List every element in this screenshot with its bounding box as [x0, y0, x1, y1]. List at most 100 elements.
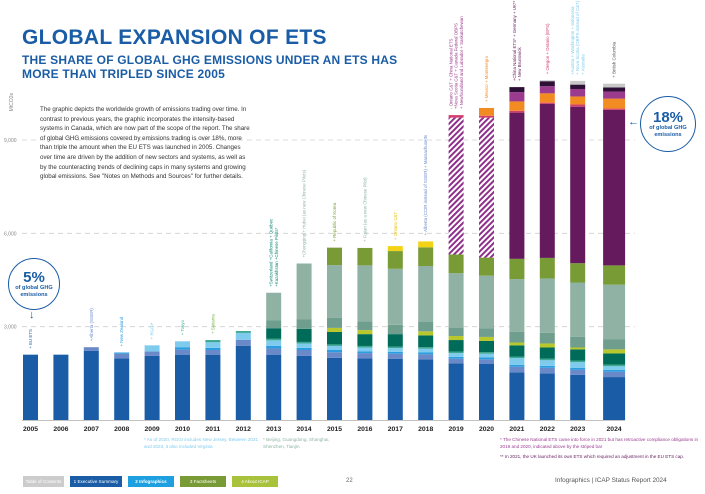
- bar-segment: [357, 347, 373, 352]
- bar-segment: [83, 347, 99, 351]
- bar-segment: [603, 366, 626, 370]
- annotation-label: +Nova Scotia C&T + Canada Federal OBPS: [454, 23, 459, 109]
- bar-segment: [327, 357, 342, 420]
- bar-segment: [235, 331, 251, 333]
- bar-segment: [509, 358, 525, 365]
- bar-segment: [327, 265, 342, 318]
- bar-segment: [327, 350, 342, 353]
- footnote-rggi: * As of 2020, RGGI includes New Jersey. …: [144, 437, 259, 449]
- bar-segment: [448, 340, 464, 352]
- bar-segment: [418, 354, 434, 360]
- bar-segment: [570, 362, 586, 368]
- bar-segment: [418, 352, 434, 355]
- bar-segment: [539, 103, 555, 258]
- bar-segment: [418, 331, 434, 336]
- bar-segment: [603, 339, 626, 350]
- bar-segment: [205, 347, 221, 350]
- end-share-percent: 18%: [652, 108, 684, 126]
- bar-segment: [357, 358, 373, 420]
- bar-segment: [175, 349, 190, 355]
- bar-segment: [418, 348, 434, 353]
- x-tick-label: 2006: [53, 426, 68, 433]
- bar-segment: [296, 341, 312, 344]
- start-share-label: of global GHG emissions: [15, 284, 53, 298]
- bar-segment: [418, 266, 434, 322]
- bar-segment: [418, 347, 434, 349]
- bar-segment: [509, 258, 525, 280]
- bar-segment: [327, 327, 342, 332]
- bar-segment: [570, 106, 586, 264]
- x-tick-label: 2023: [570, 426, 585, 433]
- bar-segment: [603, 265, 626, 285]
- bar-segment: [539, 365, 555, 368]
- bar-segment: [539, 343, 555, 348]
- bar-segment: [114, 358, 130, 420]
- nav-executive-summary[interactable]: 1 Executive Summary: [70, 476, 122, 487]
- bar-segment: [509, 101, 525, 111]
- annotation-label: + Oregon + Ontario (EPS): [545, 23, 550, 74]
- end-share-label: of global GHG emissions: [649, 124, 687, 138]
- bar-segment: [327, 345, 342, 350]
- x-tick-label: 2013: [266, 426, 281, 433]
- bar-segment: [570, 374, 586, 420]
- annotation-label: +Alberta (SGER): [89, 308, 94, 342]
- bar-segment: [205, 350, 221, 355]
- bar-segment: [418, 359, 434, 420]
- x-tick-label: 2016: [357, 426, 372, 433]
- bar-segment: [387, 346, 403, 349]
- x-tick-label: 2018: [418, 426, 433, 433]
- bar-segment: [327, 247, 342, 266]
- bar-segment: [539, 367, 555, 374]
- bar-segment: [205, 340, 221, 343]
- bar-segment: [509, 364, 525, 367]
- x-tick-label: 2015: [327, 426, 342, 433]
- bar-segment: [387, 334, 403, 347]
- bar-segment: [357, 321, 373, 331]
- bar-segment: [144, 355, 160, 420]
- bar-segment: [296, 350, 312, 356]
- bar-segment: [448, 356, 464, 359]
- bar-segment: [296, 263, 312, 320]
- bar-segment: [296, 328, 312, 342]
- bar-segment: [603, 369, 626, 372]
- bar-segment: [603, 83, 626, 88]
- x-tick-label: 2010: [175, 426, 190, 433]
- bar-segment: [448, 358, 464, 364]
- bar-segment: [448, 115, 464, 118]
- bar-segment: [603, 349, 626, 354]
- bar-segment: [509, 342, 525, 346]
- report-title: Infographics | ICAP Status Report 2024: [555, 477, 667, 484]
- bar-segment: [418, 247, 434, 266]
- annotation-label: + Saitama: [210, 314, 215, 334]
- nav-factsheets[interactable]: 3 Factsheets: [180, 476, 226, 487]
- bar-segment: [296, 347, 312, 350]
- bar-segment: [539, 80, 555, 82]
- nav-about-icap[interactable]: 4 About ICAP: [232, 476, 278, 487]
- bar-segment: [205, 342, 221, 348]
- bar-segment: [387, 351, 403, 354]
- bar-segment: [479, 257, 494, 276]
- down-arrow-icon: ↓: [29, 309, 35, 321]
- bar-segment: [266, 340, 282, 346]
- annotation-label: + Republic of Korea: [332, 202, 337, 241]
- bar-segment: [448, 351, 464, 354]
- bar-segment: [266, 328, 282, 339]
- bar-segment: [479, 359, 494, 364]
- bar-segment: [570, 88, 586, 97]
- bar-segment: [509, 112, 525, 259]
- y-tick-label: 6,000: [4, 231, 17, 237]
- bar-segment: [539, 332, 555, 344]
- annotation-label: + EU ETS: [28, 329, 33, 349]
- start-share-badge: 5% of global GHG emissions: [8, 258, 60, 310]
- bar-segment: [387, 268, 403, 325]
- annotation-label: + Mexico + Montenegro: [484, 55, 489, 102]
- bar-segment: [23, 354, 38, 420]
- bar-segment: [603, 98, 626, 109]
- nav-table-of-contents[interactable]: Table of Contents: [23, 476, 64, 487]
- nav-infographics[interactable]: 2 Infographics: [128, 476, 174, 487]
- bar-segment: [570, 96, 586, 105]
- x-tick-label: 2009: [145, 426, 160, 433]
- bar-segment: [539, 86, 555, 94]
- bar-segment: [114, 353, 130, 359]
